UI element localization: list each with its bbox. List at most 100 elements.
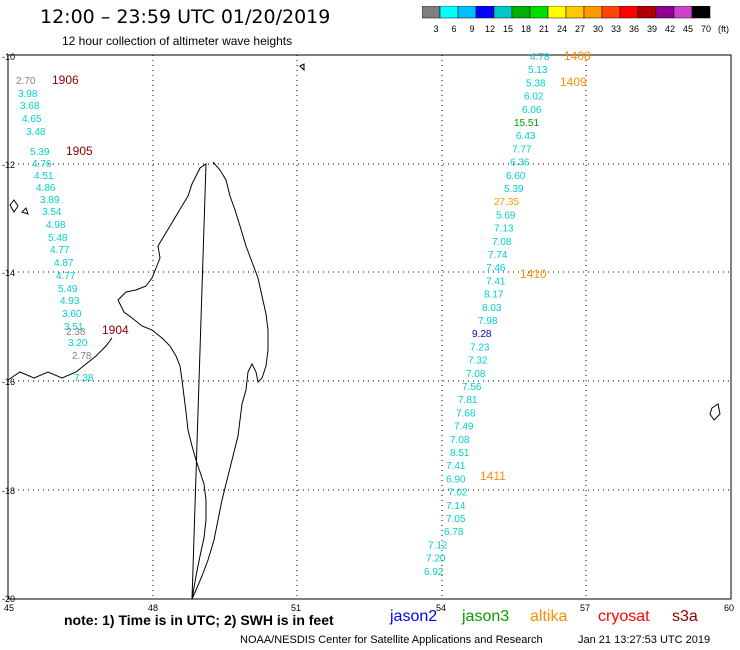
wave-height-value: 5.49 [58, 284, 78, 295]
satellite-legend-jason3: jason3 [462, 608, 510, 625]
wave-height-value: 5.39 [30, 147, 50, 158]
wave-height-value: 4.76 [32, 159, 52, 170]
scale-tick-label: 27 [575, 24, 585, 34]
y-tick-label: -18 [2, 486, 16, 496]
wave-height-value: 7.05 [446, 514, 466, 525]
wave-height-value: 7.08 [450, 435, 470, 446]
timestamp-text: Jan 21 13:27:53 UTC 2019 [578, 634, 711, 646]
wave-height-value: 7.98 [478, 316, 498, 327]
satellite-legend-altika: altika [530, 608, 568, 625]
wave-height-value: 7.46 [486, 263, 506, 274]
page-subtitle: 12 hour collection of altimeter wave hei… [62, 34, 293, 48]
x-tick-label: 54 [436, 603, 447, 613]
pass-id-label: 1410 [520, 267, 547, 281]
wave-height-value: 7.81 [458, 395, 478, 406]
reunion-island [709, 403, 721, 421]
scale-tick-label: 36 [629, 24, 639, 34]
wave-height-value: 4.93 [60, 296, 80, 307]
y-tick-label: -12 [2, 160, 16, 170]
scale-tick-label: 33 [611, 24, 621, 34]
credit-text: NOAA/NESDIS Center for Satellite Applica… [240, 634, 543, 646]
scale-tick-label: 39 [647, 24, 657, 34]
wave-height-value: 6.78 [444, 527, 464, 538]
pass-id-label: 1409 [560, 75, 587, 89]
wave-height-value: 3.51 [64, 322, 84, 333]
scale-tick-label: 42 [665, 24, 675, 34]
wave-height-value: 7.41 [446, 461, 466, 472]
x-tick-label: 45 [4, 603, 15, 613]
y-tick-label: -20 [2, 594, 16, 604]
pass-id-label: 1408 [564, 49, 591, 63]
wave-height-value: 7.13 [494, 224, 514, 235]
y-tick-label: -10 [2, 52, 16, 62]
scale-tick-label: 12 [485, 24, 495, 34]
wave-height-value: 4.51 [34, 171, 54, 182]
scale-tick-label: 6 [451, 24, 456, 34]
wave-height-value: 3.54 [42, 207, 62, 218]
wave-height-value: 7.56 [462, 382, 482, 393]
wave-height-value: 2.78 [72, 351, 92, 362]
scale-tick-label: 9 [469, 24, 474, 34]
scale-tick-label: 45 [683, 24, 693, 34]
scale-tick-label: 21 [539, 24, 549, 34]
scale-tick-label: 24 [557, 24, 567, 34]
wave-height-value: 3.89 [40, 195, 60, 206]
wave-height-value: 3.98 [18, 89, 38, 100]
comoros-islands [9, 63, 305, 215]
x-tick-label: 48 [148, 603, 159, 613]
wave-height-value: 8.51 [450, 448, 470, 459]
wave-height-value: 7.08 [466, 369, 486, 380]
wave-height-value: 2.38 [66, 327, 86, 338]
wave-height-value: 7.14 [446, 501, 466, 512]
wave-height-value: 7.32 [468, 356, 488, 367]
wave-height-value: 7.12 [428, 540, 448, 551]
wave-height-value: 7.74 [488, 250, 508, 261]
grid-lines [8, 55, 731, 599]
wave-height-value: 6.92 [424, 567, 444, 578]
wave-height-value: 7.23 [470, 342, 490, 353]
satellite-legend-s3a: s3a [672, 608, 698, 625]
wave-height-value: 7.77 [512, 144, 532, 155]
pass-id-label: 1906 [52, 73, 79, 87]
wave-height-value: 7.41 [486, 276, 506, 287]
madagascar-coastline [117, 161, 269, 600]
wave-height-value: 6.43 [516, 131, 536, 142]
wave-height-value: 7.20 [426, 554, 446, 565]
wave-height-value: 7.02 [448, 488, 468, 499]
wave-height-value: 6.90 [446, 474, 466, 485]
wave-height-value: 5.69 [496, 210, 516, 221]
wave-height-value: 27.35 [494, 197, 519, 208]
pass-id-label: 1904 [102, 323, 129, 337]
color-scale-legend: 3 6 9 12 15 18 21 24 27 30 33 36 39 42 45 70 (ft) [422, 6, 729, 34]
wave-height-value: 6.36 [510, 158, 530, 169]
x-tick-label: 60 [724, 603, 735, 613]
scale-tick-label: 70 [701, 24, 711, 34]
wave-height-value: 5.13 [528, 65, 548, 76]
y-tick-label: -16 [2, 377, 16, 387]
wave-height-value: 9.28 [472, 329, 492, 340]
wave-height-value: 4.77 [56, 271, 76, 282]
wave-height-value: 6.06 [522, 105, 542, 116]
scale-tick-label: 15 [503, 24, 513, 34]
footer-note: note: 1) Time is in UTC; 2) SWH is in fe… [64, 612, 334, 628]
pass-id-label: 1905 [66, 144, 93, 158]
wave-height-value: 3.48 [26, 127, 46, 138]
wave-height-value: 3.68 [20, 101, 40, 112]
wave-height-value: 7.68 [456, 408, 476, 419]
wave-height-value: 4.87 [54, 258, 74, 269]
wave-height-value: 3.20 [68, 338, 88, 349]
map-frame [7, 54, 732, 600]
wave-height-value: 15.51 [514, 118, 539, 129]
wave-height-value: 4.86 [36, 183, 56, 194]
wave-height-value: 7.49 [454, 422, 474, 433]
wave-height-value: 4.65 [22, 114, 42, 125]
wave-height-value: 8.03 [482, 303, 502, 314]
scale-tick-label: 3 [433, 24, 438, 34]
satellite-legend-jason2: jason2 [390, 608, 438, 625]
wave-height-value: 6.02 [524, 92, 544, 103]
mainland-africa-coast [7, 337, 113, 381]
scale-tick-label: 30 [593, 24, 603, 34]
x-tick-label: 57 [580, 603, 591, 613]
